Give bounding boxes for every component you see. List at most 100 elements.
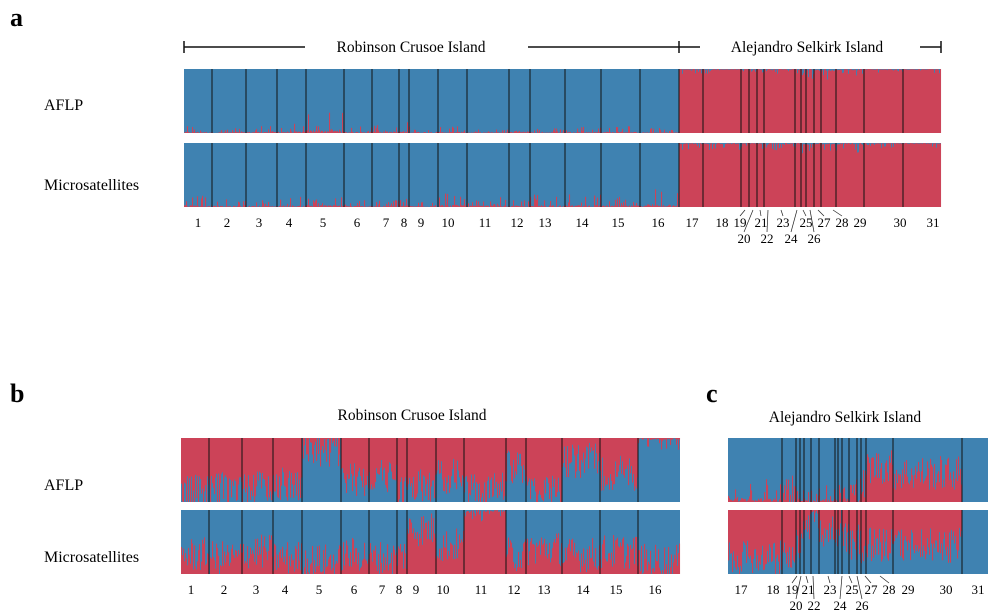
admixture-bar-segment xyxy=(507,554,509,574)
admixture-bar-segment xyxy=(838,144,840,207)
admixture-bar-segment xyxy=(314,438,316,446)
admixture-bar-segment xyxy=(756,510,758,569)
admixture-bar-segment xyxy=(602,205,604,207)
admixture-bar-segment xyxy=(741,510,743,572)
admixture-bar-segment xyxy=(857,510,859,531)
admixture-bar-segment xyxy=(888,69,890,133)
admixture-bar-segment xyxy=(629,205,631,207)
admixture-bar-segment xyxy=(646,205,648,207)
admixture-bar-segment xyxy=(863,470,865,502)
admixture-bar-segment xyxy=(568,132,570,133)
admixture-bar-segment xyxy=(218,438,220,474)
admixture-bar-segment xyxy=(441,132,443,133)
admixture-bar-segment xyxy=(650,550,652,574)
admixture-bar-segment xyxy=(322,203,324,207)
population-label: 26 xyxy=(808,231,822,246)
admixture-bar-segment xyxy=(504,438,506,497)
admixture-bar-segment xyxy=(792,143,794,207)
admixture-bar-segment xyxy=(736,69,738,133)
admixture-bar-segment xyxy=(923,143,925,207)
admixture-bar-segment xyxy=(371,438,373,485)
admixture-bar-segment xyxy=(797,491,799,502)
admixture-bar-segment xyxy=(754,501,756,502)
admixture-bar-segment xyxy=(754,69,756,133)
admixture-bar-segment xyxy=(909,143,911,207)
row-label-micro-a: Microsatellites xyxy=(44,177,139,194)
admixture-bar-segment xyxy=(251,554,253,574)
admixture-bar-segment xyxy=(401,438,403,478)
admixture-bar-segment xyxy=(846,143,848,207)
admixture-bar-segment xyxy=(782,510,784,551)
admixture-bar-segment xyxy=(419,533,421,574)
admixture-bar-segment xyxy=(429,438,431,473)
admixture-bar-segment xyxy=(609,127,611,133)
admixture-bar-segment xyxy=(868,69,870,133)
admixture-bar-segment xyxy=(443,438,445,491)
admixture-bar-segment xyxy=(918,461,920,502)
admixture-bar-segment xyxy=(491,205,493,207)
admixture-bar-segment xyxy=(726,69,728,133)
admixture-bar-segment xyxy=(438,557,440,574)
admixture-bar-segment xyxy=(798,143,800,207)
admixture-bar-segment xyxy=(612,438,614,490)
admixture-bar-segment xyxy=(403,438,405,502)
population-label: 28 xyxy=(883,582,896,597)
admixture-bar-segment xyxy=(542,206,544,207)
admixture-bar-segment xyxy=(861,493,863,502)
admixture-bar-segment xyxy=(223,438,225,499)
admixture-bar-segment xyxy=(764,492,766,502)
admixture-bar-segment xyxy=(622,539,624,574)
admixture-bar-segment xyxy=(239,128,241,133)
admixture-bar-segment xyxy=(939,510,941,533)
admixture-bar-segment xyxy=(541,537,543,574)
population-label: 20 xyxy=(738,231,751,246)
admixture-bar-segment xyxy=(535,198,537,207)
admixture-bar-segment xyxy=(246,438,248,488)
admixture-bar-segment xyxy=(919,510,921,549)
admixture-bar-segment xyxy=(924,480,926,502)
admixture-bar-segment xyxy=(809,150,811,207)
admixture-bar-segment xyxy=(669,204,671,207)
admixture-bar-segment xyxy=(361,206,363,207)
admixture-bar-segment xyxy=(885,510,887,542)
admixture-bar-segment xyxy=(500,438,502,483)
admixture-bar-segment xyxy=(445,438,447,478)
population-label: 12 xyxy=(508,582,521,597)
admixture-bar-segment xyxy=(768,144,770,207)
admixture-bar-segment xyxy=(591,557,593,574)
admixture-bar-segment xyxy=(689,69,691,133)
admixture-bar-segment xyxy=(908,482,910,502)
admixture-bar-segment xyxy=(896,510,898,538)
admixture-bar-segment xyxy=(937,510,939,553)
admixture-bar-segment xyxy=(765,499,767,502)
admixture-bar-segment xyxy=(790,494,792,502)
admixture-bar-segment xyxy=(222,205,224,207)
admixture-bar-segment xyxy=(452,545,454,574)
admixture-bar-segment xyxy=(628,126,630,133)
admixture-bar-segment xyxy=(281,438,283,486)
admixture-bar-segment xyxy=(783,143,785,207)
admixture-bar-segment xyxy=(559,438,561,492)
admixture-bar-segment xyxy=(258,438,260,481)
admixture-bar-segment xyxy=(921,471,923,502)
admixture-bar-segment xyxy=(886,69,888,133)
admixture-bar-segment xyxy=(852,70,854,133)
admixture-bar-segment xyxy=(194,129,196,133)
admixture-bar-segment xyxy=(819,70,821,133)
admixture-bar-segment xyxy=(824,500,826,502)
admixture-bar-segment xyxy=(464,199,466,207)
admixture-bar-segment xyxy=(780,484,782,502)
admixture-bar-segment xyxy=(350,132,352,133)
admixture-bar-segment xyxy=(393,201,395,207)
admixture-bar-segment xyxy=(793,69,795,133)
admixture-bar-segment xyxy=(784,485,786,502)
panel-letter-a: a xyxy=(10,3,23,32)
population-label-leader xyxy=(743,209,754,233)
admixture-bar-segment xyxy=(437,438,439,471)
admixture-bar-segment xyxy=(213,205,215,207)
admixture-bar-segment xyxy=(617,438,619,477)
admixture-bar-segment xyxy=(317,131,319,133)
admixture-bar-segment xyxy=(775,143,777,207)
admixture-bar-segment xyxy=(601,567,603,574)
admixture-bar-segment xyxy=(287,203,289,207)
